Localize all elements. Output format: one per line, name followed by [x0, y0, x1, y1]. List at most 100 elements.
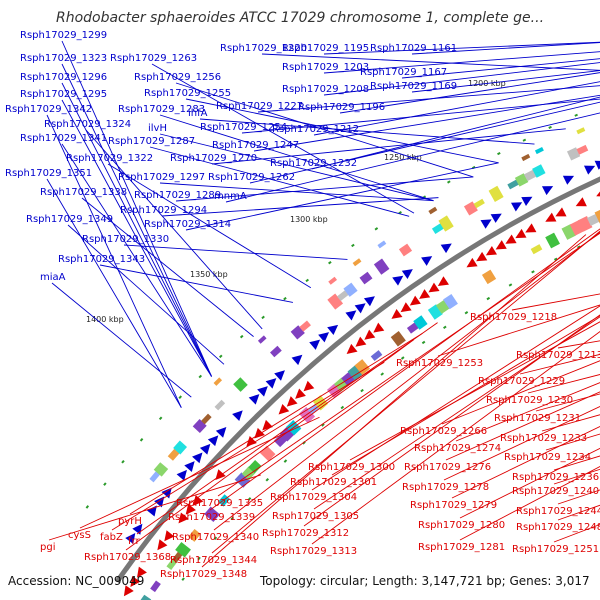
minus-leader-line [349, 321, 600, 461]
plus-gene-label: Rsph17029_1220 [220, 43, 307, 54]
plus-leader-line [249, 101, 600, 184]
feature-block [153, 462, 169, 477]
minus-gene-label: pgi [40, 542, 55, 553]
minus-gene-label: Rsph17029_1305 [272, 511, 359, 522]
plus-strand-arrow [125, 533, 136, 545]
minus-gene-label: Rsph17029_1368 [84, 552, 171, 563]
plus-gene-label: Rsph17029_1351 [5, 168, 92, 179]
plus-gene-label: Rsph17029_1330 [82, 234, 169, 245]
minus-strand-arrow [437, 276, 449, 287]
plus-strand-arrow [232, 410, 243, 422]
minus-gene-label: Rsph17029_1231 [494, 413, 581, 424]
feature-block [406, 322, 420, 334]
plus-gene-label: Rsph17029_1289 [134, 190, 221, 201]
minus-leader-line [445, 391, 600, 461]
plus-strand-arrow [480, 219, 492, 229]
feature-block [299, 320, 311, 332]
plus-strand-arrow [594, 160, 600, 170]
feature-block [327, 293, 344, 310]
plus-leader-line [159, 133, 434, 202]
plus-gene-label: Rsph17029_1263 [110, 53, 197, 64]
feature-block [481, 269, 497, 285]
minus-gene-label: Rsph17029_1276 [404, 462, 491, 473]
feature-block [532, 164, 546, 178]
plus-strand-arrow [207, 435, 219, 447]
feature-block [488, 185, 504, 202]
minus-gene-label: Rsph17029_1278 [402, 482, 489, 493]
plus-leader-line [185, 162, 499, 231]
minus-strand-arrow [364, 329, 376, 340]
plus-strand-arrow [521, 196, 533, 206]
feature-block [150, 580, 161, 593]
minus-strand-arrow [178, 512, 189, 524]
feature-block [508, 283, 513, 287]
minus-gene-label: Rsph17029_1251 [512, 544, 599, 555]
minus-leader-line [459, 465, 600, 541]
feature-block [188, 529, 201, 542]
feature-block [121, 459, 125, 464]
feature-block [239, 334, 244, 339]
minus-gene-label: Rsph17029_1335 [176, 498, 263, 509]
feature-block [428, 206, 438, 215]
feature-block [343, 282, 358, 297]
feature-block [265, 477, 270, 482]
feature-block [421, 340, 426, 345]
minus-gene-label: Rsph17029_1304 [270, 492, 357, 503]
feature-block [354, 359, 371, 375]
feature-block [261, 315, 265, 320]
minus-gene-label: Rsph17029_1236 [512, 472, 599, 483]
feature-block [149, 471, 160, 483]
plus-strand-arrow [318, 332, 330, 343]
minus-gene-label: Rsph17029_1313 [270, 546, 357, 557]
minus-gene-label: Rsph17029_1344 [170, 555, 257, 566]
feature-block [370, 350, 383, 362]
minus-strand-arrow [555, 207, 567, 217]
chromosome-backbone [114, 176, 600, 584]
minus-gene-label: Rsph17029_1240 [512, 486, 599, 497]
plus-leader-line [123, 244, 348, 260]
plus-strand-arrow [562, 175, 575, 185]
plus-strand-arrow [583, 165, 596, 175]
minus-leader-line [331, 315, 600, 476]
feature-block [561, 224, 577, 240]
minus-strand-arrow [246, 436, 257, 447]
plus-strand-arrow [248, 394, 260, 405]
minus-gene-label: Rsph17029_1340 [172, 532, 259, 543]
plus-leader-line [149, 146, 410, 217]
minus-strand-arrow [525, 223, 537, 233]
plus-leader-line [175, 82, 474, 178]
minus-gene-label: Rsph17029_1280 [418, 520, 505, 531]
minus-gene-label: Rsph17029_1266 [400, 426, 487, 437]
feature-block [270, 345, 282, 358]
plus-gene-label: Rsph17029_1283 [118, 104, 205, 115]
plus-gene-label: Rsph17029_1343 [58, 254, 145, 265]
minus-gene-label: Rsph17029_1300 [308, 462, 395, 473]
minus-strand-arrow [192, 494, 204, 506]
plus-leader-line [411, 70, 600, 93]
feature-block [158, 416, 163, 421]
plus-leader-line [61, 40, 212, 377]
accession-label: Accession: NC_009049 [8, 574, 145, 588]
plus-leader-line [323, 51, 600, 74]
feature-block [197, 556, 201, 561]
plus-gene-label: Rsph17029_1270 [170, 153, 257, 164]
plus-gene-label: Rsph17029_1338 [40, 187, 127, 198]
minus-strand-arrow [373, 322, 385, 333]
plus-leader-line [61, 143, 212, 377]
feature-block [181, 577, 185, 581]
plus-strand-arrow [192, 452, 203, 464]
feature-block [374, 227, 379, 231]
plus-leader-line [107, 163, 312, 289]
plus-leader-line [85, 129, 263, 330]
minus-strand-arrow [409, 295, 421, 306]
plus-gene-label: Rsph17029_1212 [272, 124, 359, 135]
feature-block [213, 377, 223, 386]
plus-strand-arrow [401, 269, 413, 279]
feature-block [283, 459, 288, 463]
minus-strand-arrow [466, 257, 478, 268]
scale-label: 1300 kbp [290, 215, 328, 224]
feature-block [259, 445, 276, 462]
plus-gene-label: Rsph17029_1262 [208, 172, 295, 183]
feature-block [321, 423, 325, 427]
minus-strand-arrow [164, 530, 175, 542]
